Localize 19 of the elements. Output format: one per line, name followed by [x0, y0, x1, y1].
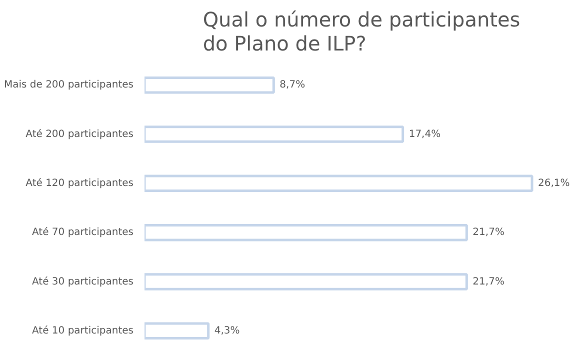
y-tick-label: Mais de 200 participantes [4, 80, 134, 91]
bar [144, 224, 468, 242]
data-label: 21,7% [472, 276, 504, 288]
bar [144, 273, 468, 290]
data-label: 8,7% [280, 80, 306, 91]
y-tick-label: Até 10 participantes [32, 325, 134, 336]
data-label: 26,1% [538, 178, 570, 189]
bar [144, 126, 404, 143]
y-tick-label: Até 200 participantes [26, 128, 134, 140]
data-label: 21,7% [472, 227, 504, 238]
bar [144, 322, 210, 340]
bar [144, 76, 275, 94]
chart-title: Qual o número de participantes do Plano de ILP? [202, 8, 520, 56]
y-tick-label: Até 70 participantes [32, 227, 134, 238]
data-label: 4,3% [214, 325, 240, 336]
data-label: 17,4% [408, 128, 441, 140]
bar [144, 174, 534, 192]
y-tick-label: Até 30 participantes [32, 276, 134, 288]
y-tick-label: Até 120 participantes [26, 178, 134, 189]
